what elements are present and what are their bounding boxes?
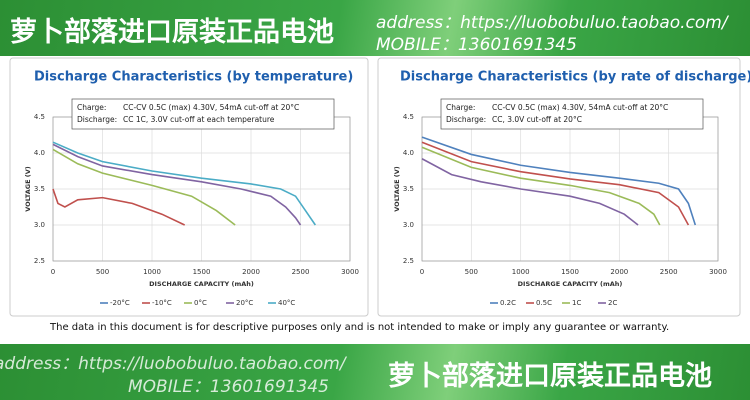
mobile: MOBILE：13601691345	[128, 377, 329, 397]
series-line	[421, 136, 697, 226]
panel	[377, 57, 741, 317]
x-tick-label: 2500	[660, 268, 678, 276]
top-banner: 萝卜部落进口原装正品电池 address：https://luobobuluo.…	[0, 0, 750, 56]
chart-title: Discharge Characteristics (by temperatur…	[34, 70, 353, 85]
y-tick-label: 3.5	[34, 185, 45, 193]
annotation-label: Discharge:	[77, 115, 117, 124]
series-line	[421, 141, 690, 226]
legend-label: 40°C	[278, 299, 295, 307]
panel	[9, 57, 369, 317]
series-line	[52, 143, 302, 226]
address: address：https://luobobuluo.taobao.com/	[0, 354, 346, 374]
mobile: MOBILE：13601691345	[376, 35, 577, 55]
annotation-text: CC-CV 0.5C (max) 4.30V, 54mA cut-off at …	[123, 103, 299, 112]
y-tick-label: 4.5	[34, 113, 45, 121]
x-tick-label: 3000	[709, 268, 727, 276]
annotation-text: CC, 3.0V cut-off at 20°C	[492, 115, 582, 124]
annotation-text: CC 1C, 3.0V cut-off at each temperature	[123, 115, 275, 124]
legend-label: 0.5C	[536, 299, 552, 307]
y-tick-label: 4.5	[403, 113, 414, 121]
legend-label: -20°C	[110, 299, 130, 307]
x-tick-label: 2000	[242, 268, 260, 276]
x-axis-label: DISCHARGE CAPACITY (mAh)	[149, 280, 254, 288]
y-tick-label: 3.5	[403, 185, 414, 193]
x-tick-label: 500	[96, 268, 109, 276]
annotation-box	[440, 98, 704, 130]
legend-label: -10°C	[152, 299, 172, 307]
annotation-text: CC-CV 0.5C (max) 4.30V, 54mA cut-off at …	[492, 103, 668, 112]
y-tick-label: 2.5	[34, 257, 45, 265]
annotation-label: Discharge:	[446, 115, 486, 124]
x-tick-label: 3000	[341, 268, 359, 276]
chart-title: Discharge Characteristics (by rate of di…	[400, 70, 750, 85]
y-tick-label: 4.0	[403, 149, 414, 157]
y-tick-label: 2.5	[403, 257, 414, 265]
y-axis-label: VOLTAGE (V)	[393, 166, 401, 212]
x-tick-label: 500	[465, 268, 478, 276]
x-tick-label: 1500	[561, 268, 579, 276]
y-tick-label: 3.0	[34, 221, 45, 229]
x-tick-label: 1000	[512, 268, 530, 276]
annotation-box	[71, 98, 335, 130]
annotation-label: Charge:	[77, 103, 106, 112]
y-tick-label: 3.0	[403, 221, 414, 229]
bottom-banner: address：https://luobobuluo.taobao.com/ M…	[0, 344, 750, 400]
shop-name: 萝卜部落进口原装正品电池	[388, 361, 712, 392]
series-line	[421, 146, 661, 226]
disclaimer: The data in this document is for descrip…	[49, 322, 669, 333]
series-line	[421, 158, 639, 226]
y-axis-label: VOLTAGE (V)	[24, 166, 32, 212]
shop-name: 萝卜部落进口原装正品电池	[10, 17, 334, 48]
x-tick-label: 2000	[610, 268, 628, 276]
x-tick-label: 2500	[292, 268, 310, 276]
legend-label: 20°C	[236, 299, 253, 307]
series-line	[52, 188, 186, 226]
y-tick-label: 4.0	[34, 149, 45, 157]
x-axis-label: DISCHARGE CAPACITY (mAh)	[518, 280, 623, 288]
annotation-label: Charge:	[446, 103, 475, 112]
x-tick-label: 0	[420, 268, 424, 276]
address: address：https://luobobuluo.taobao.com/	[376, 13, 728, 33]
series-line	[52, 148, 236, 226]
legend-label: 0°C	[194, 299, 207, 307]
legend-label: 0.2C	[500, 299, 516, 307]
legend-label: 1C	[572, 299, 581, 307]
x-tick-label: 1500	[193, 268, 211, 276]
series-line	[52, 141, 317, 226]
x-tick-label: 1000	[143, 268, 161, 276]
x-tick-label: 0	[51, 268, 55, 276]
legend-label: 2C	[608, 299, 617, 307]
